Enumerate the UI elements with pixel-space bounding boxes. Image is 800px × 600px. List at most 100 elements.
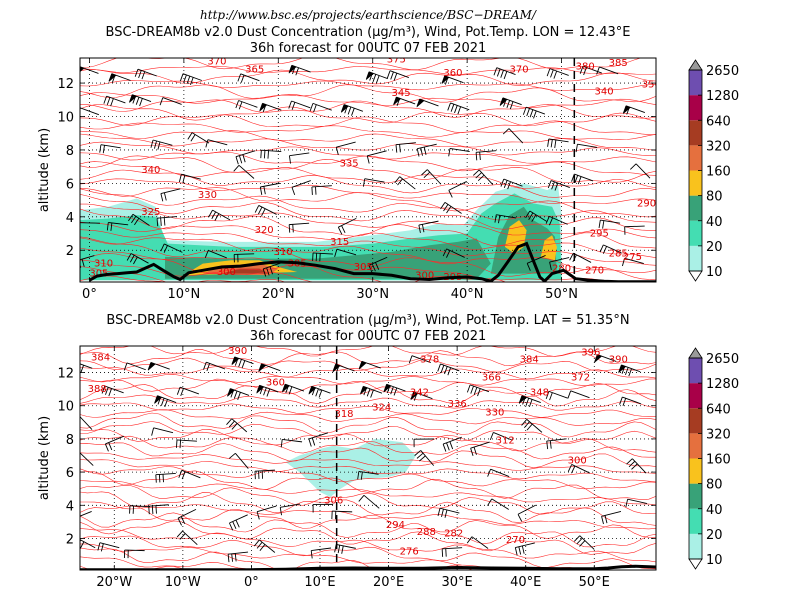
- contour-label: 300: [568, 455, 587, 466]
- wind-barb: [487, 468, 510, 477]
- contour-label: 390: [228, 346, 247, 357]
- colorbar-segment: [689, 383, 702, 409]
- wind-barb: [545, 390, 568, 401]
- wind-barb: [237, 73, 260, 83]
- wind-barb: [108, 73, 131, 83]
- wind-barb: [416, 143, 437, 157]
- x-tick-label: 10°N: [167, 287, 200, 302]
- panel1-pot-temp-contours: [80, 58, 656, 282]
- wind-barb: [618, 364, 641, 377]
- colorbar-segment: [689, 220, 702, 246]
- wind-barb: [179, 73, 202, 86]
- wind-barb: [80, 107, 100, 116]
- y-tick-label: 6: [66, 177, 74, 192]
- pot-temp-contour: [80, 512, 656, 548]
- wind-barb: [447, 102, 470, 115]
- contour-label: 396: [581, 348, 600, 359]
- contour-label: 378: [420, 354, 439, 365]
- pot-temp-contour: [80, 452, 656, 474]
- pot-temp-contour: [80, 491, 656, 526]
- pot-temp-contour: [80, 547, 474, 570]
- contour-label: 330: [198, 190, 217, 201]
- x-tick-label: 20°N: [262, 287, 295, 302]
- wind-barb: [626, 458, 647, 474]
- x-tick-label: 0°: [82, 287, 97, 302]
- contour-label: 388: [88, 384, 107, 395]
- contour-label: 342: [410, 387, 429, 398]
- wind-barb: [598, 219, 621, 229]
- wind-barb: [80, 416, 93, 430]
- wind-barb: [288, 64, 311, 76]
- wind-barb: [80, 511, 92, 517]
- pot-temp-contour: [80, 133, 656, 156]
- wind-barb: [178, 469, 201, 480]
- colorbar-extend-max: [688, 59, 703, 71]
- wind-barb: [233, 253, 255, 263]
- wind-barb: [288, 222, 310, 233]
- pot-temp-contour: [80, 208, 656, 249]
- pot-temp-contour: [80, 253, 507, 282]
- pot-temp-contour: [80, 187, 656, 218]
- pot-temp-contour: [80, 221, 656, 258]
- wind-barb: [502, 128, 524, 144]
- wind-barb: [571, 173, 594, 185]
- wind-barb: [311, 185, 332, 195]
- colorbar-segment: [689, 120, 702, 146]
- contour-label: 385: [609, 58, 628, 69]
- contour-label: 290: [637, 198, 656, 209]
- panel1-colorbar: 10 20 40 80 160 320 640 1280 2650: [688, 59, 739, 282]
- colorbar-segment: [689, 195, 702, 221]
- colorbar-label: 640: [706, 114, 731, 129]
- wind-barb: [413, 438, 435, 448]
- wind-barb: [160, 188, 181, 202]
- pot-temp-contour: [80, 412, 656, 438]
- wind-barb: [279, 503, 301, 516]
- panel2-y-axis-label: altitude (km): [37, 416, 52, 500]
- wind-barb: [545, 215, 568, 226]
- contour-label: 380: [576, 61, 595, 72]
- contour-label: 324: [372, 402, 391, 413]
- pot-temp-contour: [80, 236, 656, 281]
- wind-barb: [134, 68, 157, 80]
- contour-label: 294: [386, 520, 405, 531]
- wind-barb: [567, 464, 590, 474]
- wind-barb: [129, 505, 150, 514]
- wind-barb: [310, 547, 332, 559]
- pot-temp-contour: [80, 543, 585, 570]
- contour-label: 305: [89, 269, 108, 280]
- wind-barb: [437, 507, 460, 518]
- x-tick-label: 0°: [244, 575, 259, 590]
- figure-url: http://www.bsc.es/projects/earthscience/…: [200, 8, 538, 22]
- panel1-plot-area: 370 365 375 360 370 380 385 350 345 340 335 340 330 3…: [80, 58, 656, 282]
- wind-barb: [187, 132, 210, 144]
- pot-temp-contour: [80, 470, 656, 501]
- colorbar-label: 10: [706, 553, 723, 568]
- wind-barb: [151, 427, 174, 436]
- panel2-title: BSC-DREAM8b v2.0 Dust Concentration (µg/…: [106, 313, 629, 328]
- wind-barb: [148, 504, 169, 515]
- pot-temp-contour: [80, 194, 656, 231]
- wind-barb: [308, 385, 331, 398]
- contour-label: 318: [334, 409, 353, 420]
- wind-barb: [521, 419, 543, 433]
- wind-barb: [475, 150, 497, 161]
- panel-lat-section: BSC-DREAM8b v2.0 Dust Concentration (µg/…: [37, 313, 739, 590]
- x-tick-label: 50°N: [545, 287, 578, 302]
- contour-label: 288: [417, 527, 436, 538]
- x-tick-label: 30°E: [442, 575, 473, 590]
- colorbar-segment: [689, 145, 702, 171]
- y-tick-label: 10: [57, 111, 74, 126]
- wind-barb: [466, 536, 489, 549]
- contour-label: 305: [354, 262, 373, 273]
- colorbar-label: 10: [706, 265, 723, 280]
- wind-barb: [624, 225, 645, 235]
- colorbar-segment: [689, 408, 702, 434]
- pot-temp-contour: [80, 480, 656, 506]
- wind-barb: [334, 248, 357, 258]
- wind-barb: [599, 244, 622, 254]
- pot-temp-contour: [80, 501, 656, 530]
- wind-barb: [176, 386, 200, 397]
- wind-barb: [159, 97, 182, 106]
- pot-temp-contour: [80, 357, 656, 373]
